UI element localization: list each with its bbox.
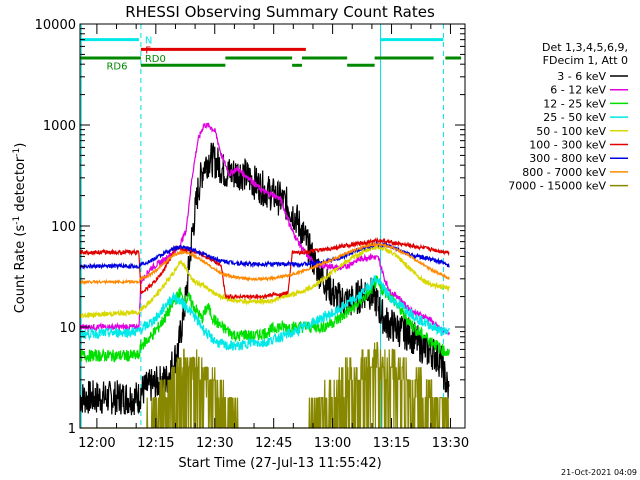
x-axis-label: Start Time (27-Jul-13 11:55:42) [178,456,381,471]
y-tick-label-0: 1 [68,422,76,437]
x-tick-label-4: 13:00 [314,436,351,451]
legend-label-3: 25 - 50 keV [543,111,606,124]
series-line-7 [79,241,450,286]
legend-label-6: 300 - 800 keV [529,152,606,165]
legend-label-0: 3 - 6 keV [557,70,606,83]
legend-label-8: 7000 - 15000 keV [508,180,606,193]
x-tick-label-3: 12:45 [255,436,292,451]
flag-label-f: F [145,45,151,56]
legend-title-line-2: FDecim 1, Att 0 [543,54,628,67]
series-line-4 [79,244,450,319]
flag-label-rd6: RD6 [106,61,127,72]
chart-title: RHESSI Observing Summary Count Rates [125,3,435,21]
x-tick-label-2: 12:30 [196,436,233,451]
series-line-0 [79,142,450,416]
series-line-3 [79,274,450,351]
y-tick-label-4: 10000 [35,18,76,33]
y-axis-label: Count Rate (s-1 detector-1) [12,143,28,314]
x-tick-label-0: 12:00 [78,436,115,451]
legend-label-2: 12 - 25 keV [543,97,606,110]
flag-label-rd0: RD0 [145,54,166,65]
series-line-5 [79,236,450,301]
legend: Det 1,3,4,5,6,9, FDecim 1, Att 0 3 - 6 k… [508,41,628,193]
legend-title-line-1: Det 1,3,4,5,6,9, [542,41,628,54]
x-tick-label-6: 13:30 [432,436,469,451]
y-tick-label-3: 1000 [43,119,76,134]
legend-label-1: 6 - 12 keV [550,84,606,97]
footer-date: 21-Oct-2021 04:09 [561,468,637,477]
y-tick-label-1: 10 [59,321,76,336]
series-line-1 [79,122,450,336]
x-tick-label-1: 12:15 [137,436,174,451]
legend-label-5: 100 - 300 keV [529,139,606,152]
legend-label-7: 800 - 7000 keV [522,166,606,179]
y-tick-label-2: 100 [51,220,76,235]
flag-label-n: N [145,36,152,47]
x-tick-label-5: 13:15 [373,436,410,451]
legend-label-4: 50 - 100 keV [536,125,606,138]
